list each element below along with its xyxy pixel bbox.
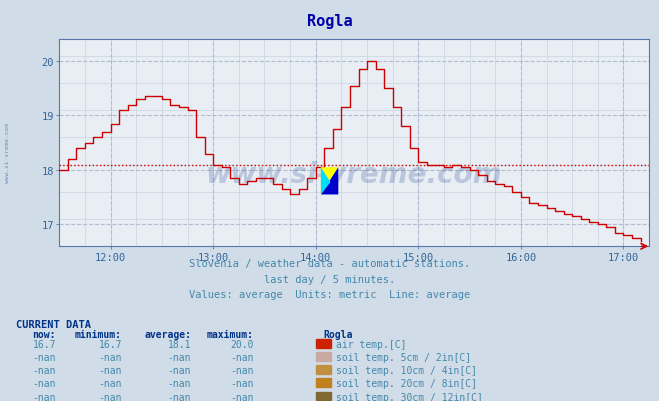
Text: soil temp. 20cm / 8in[C]: soil temp. 20cm / 8in[C] bbox=[336, 379, 477, 389]
Text: now:: now: bbox=[32, 329, 56, 339]
Text: CURRENT DATA: CURRENT DATA bbox=[16, 319, 92, 329]
Text: -nan: -nan bbox=[167, 352, 191, 362]
Text: -nan: -nan bbox=[230, 352, 254, 362]
Text: -nan: -nan bbox=[167, 392, 191, 401]
Text: www.si-vreme.com: www.si-vreme.com bbox=[206, 160, 502, 188]
Text: last day / 5 minutes.: last day / 5 minutes. bbox=[264, 274, 395, 284]
Polygon shape bbox=[321, 168, 338, 195]
Polygon shape bbox=[321, 168, 338, 195]
Text: soil temp. 5cm / 2in[C]: soil temp. 5cm / 2in[C] bbox=[336, 352, 471, 362]
Text: air temp.[C]: air temp.[C] bbox=[336, 339, 407, 349]
Text: 20.0: 20.0 bbox=[230, 339, 254, 349]
Text: 16.7: 16.7 bbox=[98, 339, 122, 349]
Text: -nan: -nan bbox=[98, 392, 122, 401]
Polygon shape bbox=[321, 168, 330, 195]
Text: -nan: -nan bbox=[98, 379, 122, 389]
Text: soil temp. 10cm / 4in[C]: soil temp. 10cm / 4in[C] bbox=[336, 365, 477, 375]
Text: Rogla: Rogla bbox=[306, 14, 353, 29]
Text: minimum:: minimum: bbox=[75, 329, 122, 339]
Text: -nan: -nan bbox=[98, 365, 122, 375]
Text: 16.7: 16.7 bbox=[32, 339, 56, 349]
Text: -nan: -nan bbox=[32, 392, 56, 401]
Text: -nan: -nan bbox=[32, 379, 56, 389]
Text: 18.1: 18.1 bbox=[167, 339, 191, 349]
Text: -nan: -nan bbox=[32, 352, 56, 362]
Text: -nan: -nan bbox=[230, 392, 254, 401]
Text: -nan: -nan bbox=[167, 379, 191, 389]
Text: www.si-vreme.com: www.si-vreme.com bbox=[5, 122, 11, 182]
Text: -nan: -nan bbox=[167, 365, 191, 375]
Text: maximum:: maximum: bbox=[207, 329, 254, 339]
Text: Rogla: Rogla bbox=[323, 329, 353, 339]
Text: Slovenia / weather data - automatic stations.: Slovenia / weather data - automatic stat… bbox=[189, 259, 470, 269]
Text: -nan: -nan bbox=[230, 379, 254, 389]
Text: -nan: -nan bbox=[230, 365, 254, 375]
Text: -nan: -nan bbox=[32, 365, 56, 375]
Text: soil temp. 30cm / 12in[C]: soil temp. 30cm / 12in[C] bbox=[336, 392, 483, 401]
Text: Values: average  Units: metric  Line: average: Values: average Units: metric Line: aver… bbox=[189, 289, 470, 299]
Text: average:: average: bbox=[144, 329, 191, 339]
Text: -nan: -nan bbox=[98, 352, 122, 362]
